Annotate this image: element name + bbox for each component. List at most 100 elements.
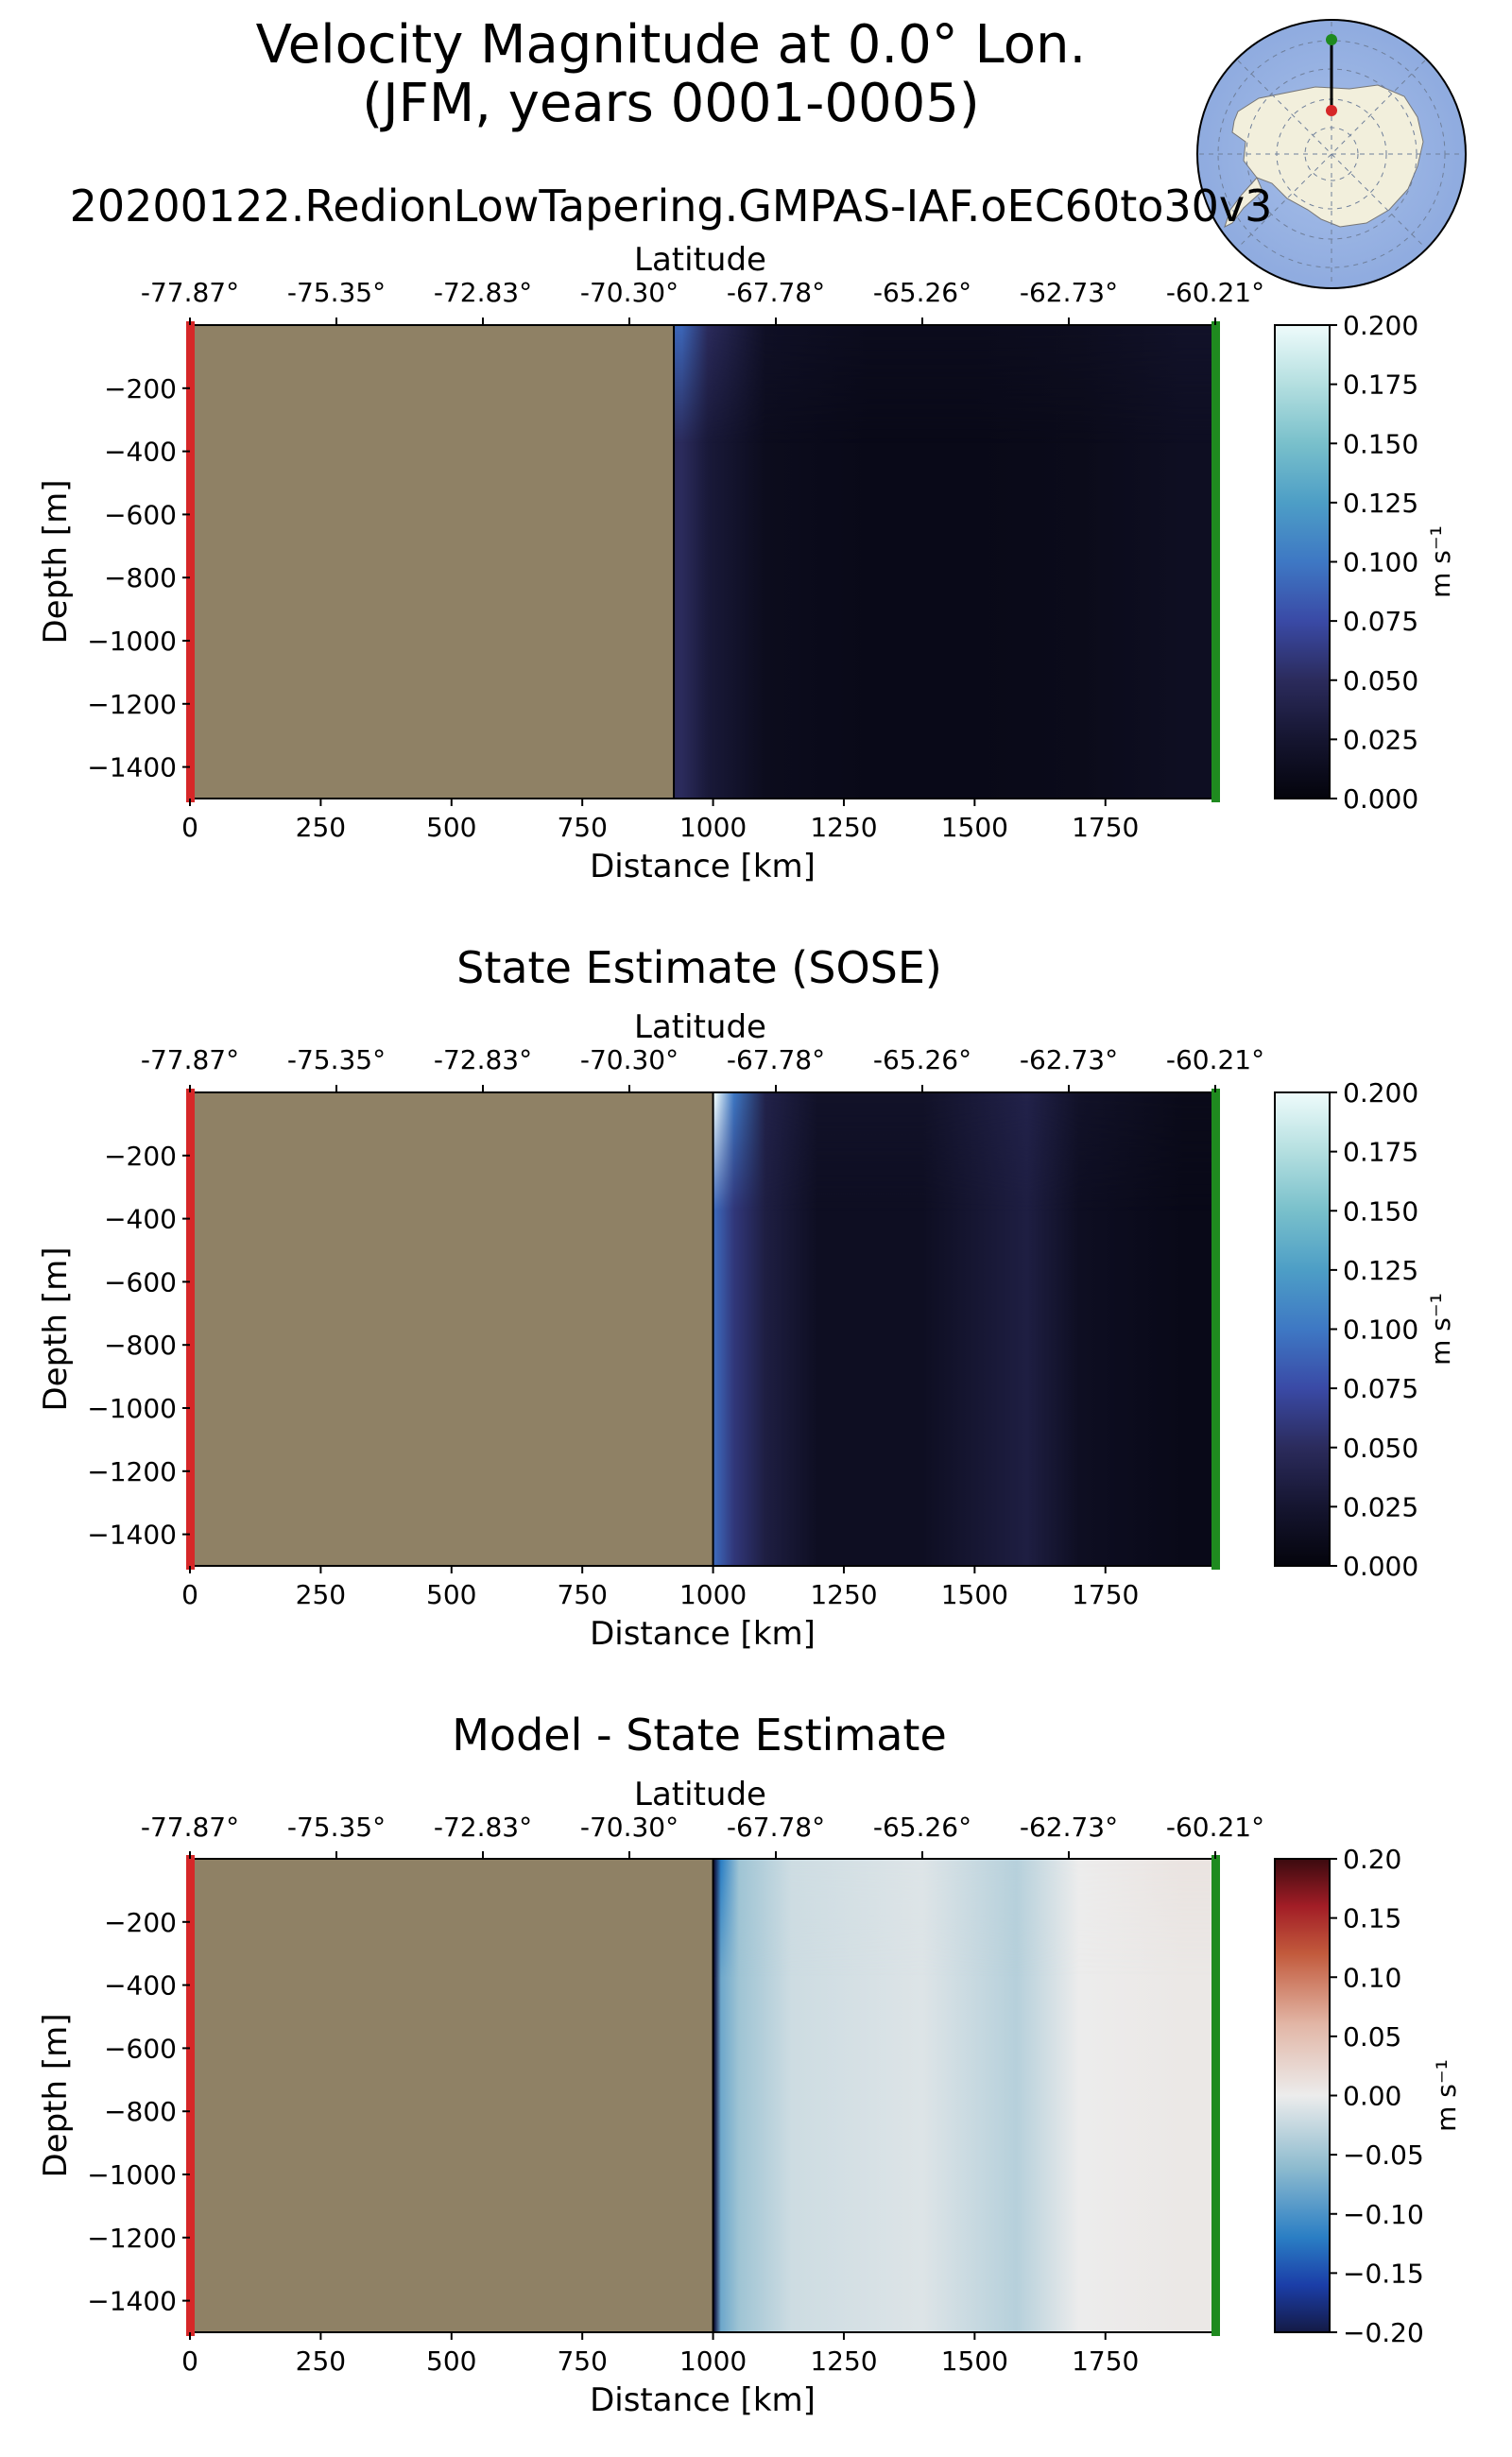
y-tick-label: −1000 xyxy=(87,1393,177,1424)
y-tick-label: −400 xyxy=(104,1970,177,2002)
x-tick-label: 0 xyxy=(181,1579,198,1610)
colorbar-tick-label: 0.20 xyxy=(1343,1844,1401,1875)
x-tick-label: 750 xyxy=(557,1579,607,1610)
x-tick-label: 1250 xyxy=(810,2345,877,2377)
lat-tick-label: -65.26° xyxy=(873,277,971,308)
colorbar-tick-label: 0.150 xyxy=(1343,428,1418,459)
panel-title: State Estimate (SOSE) xyxy=(456,942,942,993)
colorbar-tick-label: 0.15 xyxy=(1343,1903,1401,1934)
colorbar xyxy=(1274,1091,1331,1567)
colorbar-tick-label: 0.200 xyxy=(1343,310,1418,341)
lat-tick-label: -60.21° xyxy=(1166,277,1264,308)
inset-graticule xyxy=(1199,22,1464,286)
y-tick-label: −1200 xyxy=(87,1456,177,1487)
lat-tick-label: -65.26° xyxy=(873,1044,971,1075)
y-tick-label: −1200 xyxy=(87,2223,177,2254)
x-tick-label: 500 xyxy=(426,1579,476,1610)
colorbar-tick-label: 0.125 xyxy=(1343,488,1418,519)
x-tick-label: 1500 xyxy=(941,2345,1008,2377)
section-end-marker xyxy=(1211,1089,1220,1570)
lat-tick-label: -72.83° xyxy=(434,1812,532,1843)
y-tick-label: −600 xyxy=(104,499,177,530)
lat-tick-label: -62.73° xyxy=(1020,1812,1118,1843)
y-axis-label: Depth [m] xyxy=(37,479,75,644)
x-tick-label: 250 xyxy=(296,2345,346,2377)
x-tick-label: 0 xyxy=(181,812,198,843)
section-start-marker xyxy=(186,1089,195,1570)
x-tick-label: 1250 xyxy=(810,812,877,843)
lat-tick-label: -62.73° xyxy=(1020,277,1118,308)
colorbar-tick-label: 0.000 xyxy=(1343,783,1418,815)
x-tick-label: 1750 xyxy=(1072,2345,1139,2377)
lat-tick-label: -77.87° xyxy=(141,1812,239,1843)
x-tick-label: 1000 xyxy=(679,1579,747,1610)
figure-title-line-1: Velocity Magnitude at 0.0° Lon. xyxy=(256,14,1087,76)
lat-tick-label: -70.30° xyxy=(580,1044,679,1075)
y-axis-label: Depth [m] xyxy=(37,2013,75,2177)
colorbar-tick-label: 0.050 xyxy=(1343,1433,1418,1464)
x-tick-label: 250 xyxy=(296,812,346,843)
y-tick-label: −200 xyxy=(104,1141,177,1172)
y-tick-label: −1400 xyxy=(87,2286,177,2317)
colorbar-tick-label: 0.025 xyxy=(1343,724,1418,755)
inset-section-end-marker xyxy=(1326,34,1337,45)
top-axis-label: Latitude xyxy=(634,241,766,279)
section-start-marker xyxy=(186,1855,195,2336)
lat-tick-label: -67.78° xyxy=(727,277,825,308)
y-tick-label: −800 xyxy=(104,1330,177,1361)
land-mask xyxy=(190,325,675,799)
colorbar-label: m s⁻¹ xyxy=(1425,525,1456,598)
x-tick-label: 1500 xyxy=(941,1579,1008,1610)
y-axis-label: Depth [m] xyxy=(37,1246,75,1411)
lat-tick-label: -77.87° xyxy=(141,277,239,308)
y-tick-label: −200 xyxy=(104,373,177,404)
lat-tick-label: -60.21° xyxy=(1166,1044,1264,1075)
x-tick-label: 750 xyxy=(557,2345,607,2377)
colorbar xyxy=(1274,324,1331,799)
section-start-marker xyxy=(186,321,195,802)
x-tick-label: 500 xyxy=(426,2345,476,2377)
y-tick-label: −800 xyxy=(104,562,177,593)
colorbar-tick-label: 0.150 xyxy=(1343,1195,1418,1227)
colorbar-tick-label: −0.15 xyxy=(1343,2258,1424,2289)
lat-tick-label: -77.87° xyxy=(141,1044,239,1075)
section-end-marker xyxy=(1211,321,1220,802)
panel-model: 20200122.RedionLowTapering.GMPAS-IAF.oEC… xyxy=(37,180,1456,885)
y-tick-label: −1400 xyxy=(87,752,177,783)
lat-tick-label: -70.30° xyxy=(580,277,679,308)
y-tick-label: −200 xyxy=(104,1907,177,1938)
y-tick-label: −1400 xyxy=(87,1520,177,1551)
top-axis-label: Latitude xyxy=(634,1008,766,1046)
antarctica-landmass xyxy=(1231,84,1424,228)
field-surface-layer xyxy=(713,1092,1215,1566)
section-end-marker xyxy=(1211,1855,1220,2336)
colorbar-tick-label: 0.100 xyxy=(1343,1314,1418,1346)
x-axis-label: Distance [km] xyxy=(590,848,816,885)
figure-title-line-2: (JFM, years 0001-0005) xyxy=(362,73,980,134)
lat-tick-label: -75.35° xyxy=(287,1044,386,1075)
lat-tick-label: -72.83° xyxy=(434,277,532,308)
y-tick-label: −1200 xyxy=(87,689,177,720)
land-mask xyxy=(190,1092,713,1566)
colorbar-tick-label: 0.100 xyxy=(1343,547,1418,578)
top-axis-label: Latitude xyxy=(634,1776,766,1813)
colorbar-tick-label: −0.10 xyxy=(1343,2199,1424,2230)
land-mask xyxy=(190,1859,713,2332)
lat-tick-label: -75.35° xyxy=(287,277,386,308)
x-tick-label: 750 xyxy=(557,812,607,843)
inset-section-start-marker xyxy=(1326,105,1337,116)
colorbar-tick-label: 0.075 xyxy=(1343,1373,1418,1404)
y-tick-label: −1000 xyxy=(87,626,177,657)
lat-tick-label: -72.83° xyxy=(434,1044,532,1075)
antarctic-peninsula xyxy=(1224,177,1263,228)
y-tick-label: −800 xyxy=(104,2096,177,2127)
colorbar-tick-label: −0.05 xyxy=(1343,2139,1424,2171)
colorbar-tick-label: 0.10 xyxy=(1343,1962,1401,1993)
lat-tick-label: -62.73° xyxy=(1020,1044,1118,1075)
colorbar xyxy=(1274,1858,1331,2333)
colorbar-tick-label: 0.050 xyxy=(1343,665,1418,696)
panel-state-estimate: State Estimate (SOSE) 0 250 500 750 1000 1250 1… xyxy=(37,942,1456,1653)
x-tick-label: 250 xyxy=(296,1579,346,1610)
panel-title: Model - State Estimate xyxy=(452,1710,947,1761)
